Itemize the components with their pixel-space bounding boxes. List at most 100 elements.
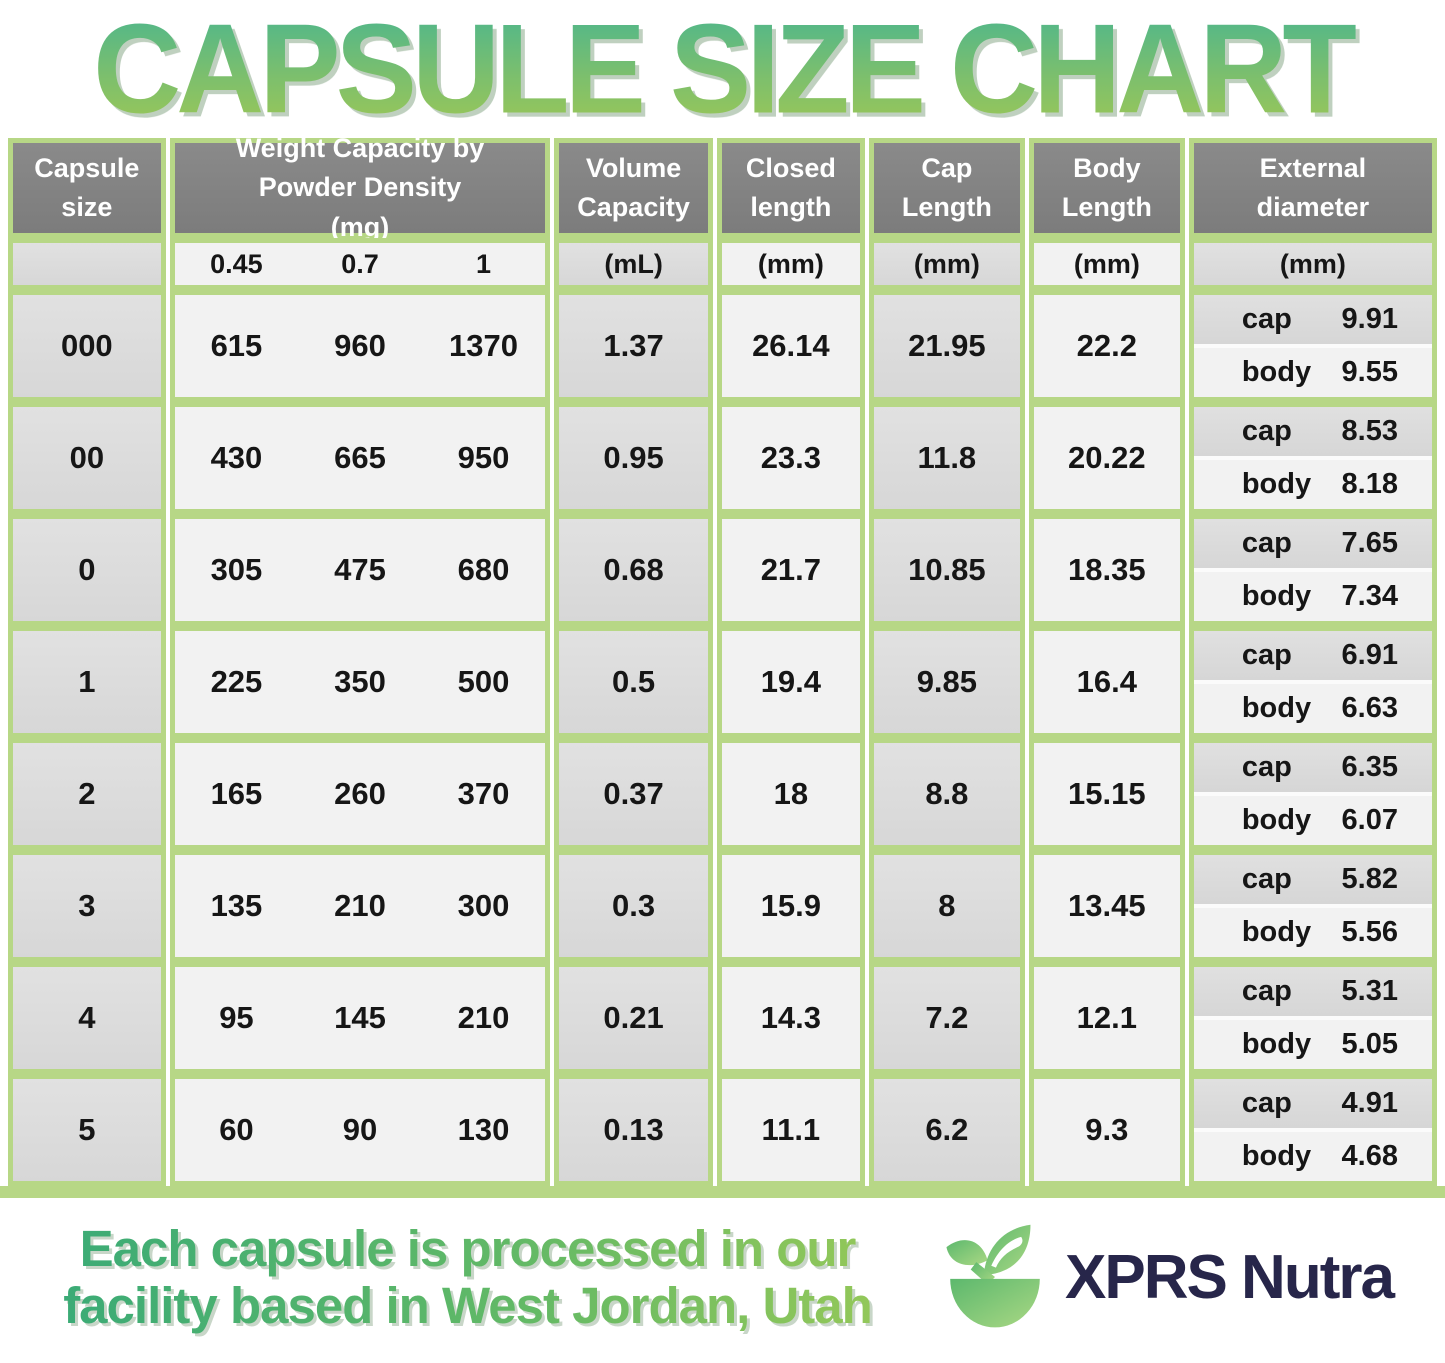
cell-body-length: 12.1 bbox=[1028, 962, 1185, 1074]
external-cap-value: 5.31 bbox=[1341, 975, 1398, 1007]
weight-value: 60 bbox=[219, 1112, 254, 1147]
cell-volume-capacity: 0.3 bbox=[554, 850, 713, 962]
weight-value: 90 bbox=[342, 1112, 378, 1147]
external-body-row: body 4.68 bbox=[1193, 1128, 1432, 1181]
cell-capsule-size: 00 bbox=[8, 402, 166, 514]
external-body-value: 7.34 bbox=[1341, 580, 1398, 612]
cell-cap-length: 6.2 bbox=[868, 1074, 1025, 1186]
col-header-volume-capacity: Volume Capacity bbox=[554, 138, 713, 238]
cell-capsule-size: 4 bbox=[8, 962, 166, 1074]
weight-value: 680 bbox=[457, 552, 510, 587]
cell-volume-capacity: 1.37 bbox=[554, 290, 713, 402]
cell-body-length: 18.35 bbox=[1028, 514, 1185, 626]
external-cap-value: 5.82 bbox=[1341, 863, 1398, 895]
footer: Each capsule is processed in our facilit… bbox=[0, 1198, 1445, 1356]
cell-external-diameter: cap 4.91 body 4.68 bbox=[1188, 1074, 1437, 1186]
weight-value: 615 bbox=[210, 328, 263, 363]
weight-value: 430 bbox=[210, 440, 263, 475]
weight-value: 350 bbox=[334, 664, 386, 699]
mortar-leaf-icon bbox=[946, 1224, 1040, 1328]
external-body-row: body 8.18 bbox=[1193, 456, 1432, 509]
cell-body-length: 9.3 bbox=[1028, 1074, 1185, 1186]
external-body-value: 5.56 bbox=[1341, 916, 1398, 948]
weight-value: 1370 bbox=[449, 328, 518, 363]
subheader-empty bbox=[8, 238, 166, 290]
external-body-label: body bbox=[1241, 1140, 1312, 1172]
cell-external-diameter: cap 5.82 body 5.56 bbox=[1188, 850, 1437, 962]
external-cap-label: cap bbox=[1241, 751, 1292, 783]
cell-volume-capacity: 0.68 bbox=[554, 514, 713, 626]
subheader-closed-unit: (mm) bbox=[716, 238, 865, 290]
external-body-label: body bbox=[1241, 468, 1312, 500]
external-cap-value: 8.53 bbox=[1341, 415, 1398, 447]
density-value: 0.45 bbox=[210, 248, 263, 279]
cell-volume-capacity: 0.95 bbox=[554, 402, 713, 514]
external-body-label: body bbox=[1241, 1028, 1312, 1060]
external-cap-value: 6.35 bbox=[1341, 751, 1398, 783]
cell-external-diameter: cap 9.91 body 9.55 bbox=[1188, 290, 1437, 402]
weight-value: 210 bbox=[334, 888, 386, 923]
external-body-row: body 5.56 bbox=[1193, 904, 1432, 957]
cell-capsule-size: 2 bbox=[8, 738, 166, 850]
external-body-value: 6.63 bbox=[1341, 692, 1398, 724]
cell-closed-length: 11.1 bbox=[716, 1074, 865, 1186]
external-cap-value: 7.65 bbox=[1341, 527, 1398, 559]
cell-weight-capacity: 305 475 680 bbox=[169, 514, 551, 626]
external-cap-row: cap 8.53 bbox=[1193, 407, 1432, 456]
cell-cap-length: 8 bbox=[868, 850, 1025, 962]
external-cap-row: cap 6.35 bbox=[1193, 743, 1432, 792]
cell-closed-length: 19.4 bbox=[716, 626, 865, 738]
cell-closed-length: 15.9 bbox=[716, 850, 865, 962]
cell-external-diameter: cap 7.65 body 7.34 bbox=[1188, 514, 1437, 626]
weight-value: 500 bbox=[457, 664, 510, 699]
cell-closed-length: 18 bbox=[716, 738, 865, 850]
external-body-row: body 9.55 bbox=[1193, 344, 1432, 397]
weight-value: 370 bbox=[457, 776, 510, 811]
page-title: CAPSULE SIZE CHART bbox=[0, 0, 1445, 141]
weight-value: 475 bbox=[334, 552, 386, 587]
external-body-row: body 7.34 bbox=[1193, 568, 1432, 621]
cell-weight-capacity: 95 145 210 bbox=[169, 962, 551, 1074]
weight-value: 145 bbox=[334, 1000, 386, 1035]
cell-volume-capacity: 0.5 bbox=[554, 626, 713, 738]
external-body-label: body bbox=[1241, 692, 1312, 724]
brand-name: XPRS Nutra bbox=[1065, 1242, 1395, 1312]
external-cap-label: cap bbox=[1241, 639, 1292, 671]
footer-line-1: Each capsule is processed in our bbox=[79, 1219, 856, 1277]
cell-cap-length: 7.2 bbox=[868, 962, 1025, 1074]
external-cap-row: cap 5.31 bbox=[1193, 967, 1432, 1016]
external-cap-row: cap 9.91 bbox=[1193, 295, 1432, 344]
cell-external-diameter: cap 8.53 body 8.18 bbox=[1188, 402, 1437, 514]
cell-capsule-size: 3 bbox=[8, 850, 166, 962]
external-cap-label: cap bbox=[1241, 1087, 1292, 1119]
footer-text: Each capsule is processed in our facilit… bbox=[0, 1220, 935, 1334]
weight-value: 305 bbox=[210, 552, 263, 587]
weight-value: 95 bbox=[219, 1000, 254, 1035]
weight-value: 210 bbox=[457, 1000, 510, 1035]
weight-value: 165 bbox=[210, 776, 263, 811]
cell-body-length: 16.4 bbox=[1028, 626, 1185, 738]
external-cap-label: cap bbox=[1241, 415, 1292, 447]
external-cap-label: cap bbox=[1241, 975, 1292, 1007]
cell-cap-length: 8.8 bbox=[868, 738, 1025, 850]
weight-value: 260 bbox=[334, 776, 386, 811]
external-body-label: body bbox=[1241, 916, 1312, 948]
cell-weight-capacity: 430 665 950 bbox=[169, 402, 551, 514]
weight-value: 665 bbox=[334, 440, 386, 475]
col-header-external-diameter: External diameter bbox=[1188, 138, 1437, 238]
cell-weight-capacity: 615 960 1370 bbox=[169, 290, 551, 402]
external-body-value: 6.07 bbox=[1341, 804, 1398, 836]
cell-closed-length: 26.14 bbox=[716, 290, 865, 402]
external-cap-value: 6.91 bbox=[1341, 639, 1398, 671]
col-header-closed-length: Closed length bbox=[716, 138, 865, 238]
subheader-densities: 0.45 0.7 1 bbox=[169, 238, 551, 290]
cell-cap-length: 10.85 bbox=[868, 514, 1025, 626]
subheader-cap-unit: (mm) bbox=[868, 238, 1025, 290]
external-body-row: body 6.63 bbox=[1193, 680, 1432, 733]
cell-closed-length: 21.7 bbox=[716, 514, 865, 626]
cell-closed-length: 14.3 bbox=[716, 962, 865, 1074]
cell-capsule-size: 1 bbox=[8, 626, 166, 738]
cell-weight-capacity: 135 210 300 bbox=[169, 850, 551, 962]
subheader-external-unit: (mm) bbox=[1188, 238, 1437, 290]
external-cap-row: cap 4.91 bbox=[1193, 1079, 1432, 1128]
